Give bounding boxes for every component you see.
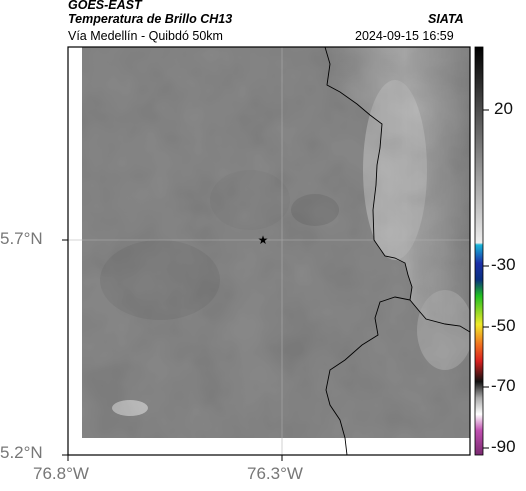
organization-label: SIATA [428, 12, 464, 26]
colorbar-ticks [483, 109, 489, 449]
lon-tick-label: 76.8°W [33, 464, 89, 483]
colorbar [474, 46, 484, 456]
star-icon: ★ [258, 233, 269, 247]
colorbar-tick-label: -50 [491, 316, 516, 335]
map-gridlines [68, 47, 470, 455]
colorbar-tick-label: -90 [491, 437, 516, 456]
lat-tick-label: 5.7°N [0, 229, 43, 248]
region-label: Vía Medellín - Quibdó 50km [68, 29, 223, 43]
department-boundaries [324, 47, 470, 455]
map-frame [67, 46, 471, 456]
product-title: Temperatura de Brillo CH13 [68, 12, 233, 26]
brightness-temperature-field [82, 47, 470, 438]
colorbar-tick-label: -30 [491, 255, 516, 274]
colorbar-tick-label: -70 [491, 376, 516, 395]
lon-tick-label: 76.3°W [247, 464, 303, 483]
colorbar-tick-label: 20 [494, 99, 513, 118]
datetime-label: 2024-09-15 16:59 [355, 29, 454, 43]
satellite-name: GOES-EAST [68, 0, 142, 12]
lat-tick-label: 5.2°N [0, 443, 43, 462]
